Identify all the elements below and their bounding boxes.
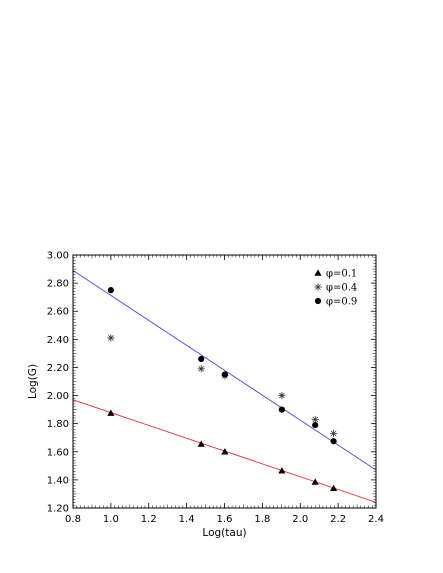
x-tick-label: 1.8 — [254, 514, 270, 525]
x-tick-label: 0.8 — [65, 514, 81, 525]
y-tick-label: 1.40 — [47, 475, 69, 486]
data-point-series-1 — [311, 478, 319, 485]
data-point-series-2 — [107, 334, 115, 342]
data-point-series-3 — [221, 371, 228, 378]
data-point-series-2 — [329, 429, 338, 438]
x-axis-label: Log(tau) — [202, 527, 246, 539]
data-points — [107, 287, 338, 492]
x-tick-label: 2.4 — [368, 514, 384, 525]
data-point-series-3 — [198, 355, 205, 363]
y-tick-label: 2.20 — [47, 363, 69, 374]
x-tick-label: 2.0 — [292, 514, 308, 525]
y-tick-label: 2.00 — [47, 391, 69, 402]
y-tick-label: 1.80 — [47, 419, 69, 430]
data-point-series-1 — [197, 440, 205, 447]
data-point-series-1 — [107, 409, 115, 416]
data-point-series-3 — [278, 406, 285, 413]
data-point-series-2 — [278, 391, 286, 400]
data-point-series-1 — [329, 484, 338, 492]
data-point-series-3 — [312, 421, 319, 429]
data-point-series-1 — [221, 448, 229, 455]
x-tick-label: 1.0 — [103, 514, 119, 525]
x-tick-label: 1.6 — [217, 514, 233, 525]
fit-line-2 — [73, 270, 376, 471]
legend-label-1: φ=0.1 — [326, 269, 357, 280]
data-point-series-3 — [107, 287, 114, 294]
x-tick-label: 1.2 — [141, 514, 157, 525]
x-tick-label: 1.4 — [179, 514, 195, 525]
legend: φ=0.1 φ=0.4 φ=0.9 — [314, 269, 357, 308]
legend-marker-2 — [314, 283, 322, 291]
y-tick-label: 2.80 — [47, 279, 69, 290]
y-axis-label: Log(G) — [27, 364, 39, 399]
data-point-series-1 — [278, 467, 286, 474]
legend-label-3: φ=0.9 — [326, 297, 357, 308]
data-point-series-3 — [330, 438, 337, 445]
data-point-series-2 — [311, 415, 319, 424]
y-tick-label: 3.00 — [47, 251, 69, 262]
legend-marker-3 — [314, 297, 322, 305]
axis-ticks: 0.8 1.0 1.2 1.4 1.6 1.8 2.0 2.2 2.4 1.20 1.40 1.60 1… — [47, 251, 384, 526]
y-tick-label: 2.60 — [47, 307, 69, 318]
x-tick-label: 2.2 — [330, 514, 346, 525]
legend-marker-1 — [314, 269, 322, 276]
y-tick-label: 2.40 — [47, 335, 69, 346]
y-tick-label: 1.20 — [47, 504, 69, 515]
y-tick-label: 1.60 — [47, 447, 69, 458]
data-point-series-2 — [197, 365, 205, 373]
legend-label-2: φ=0.4 — [326, 283, 357, 294]
